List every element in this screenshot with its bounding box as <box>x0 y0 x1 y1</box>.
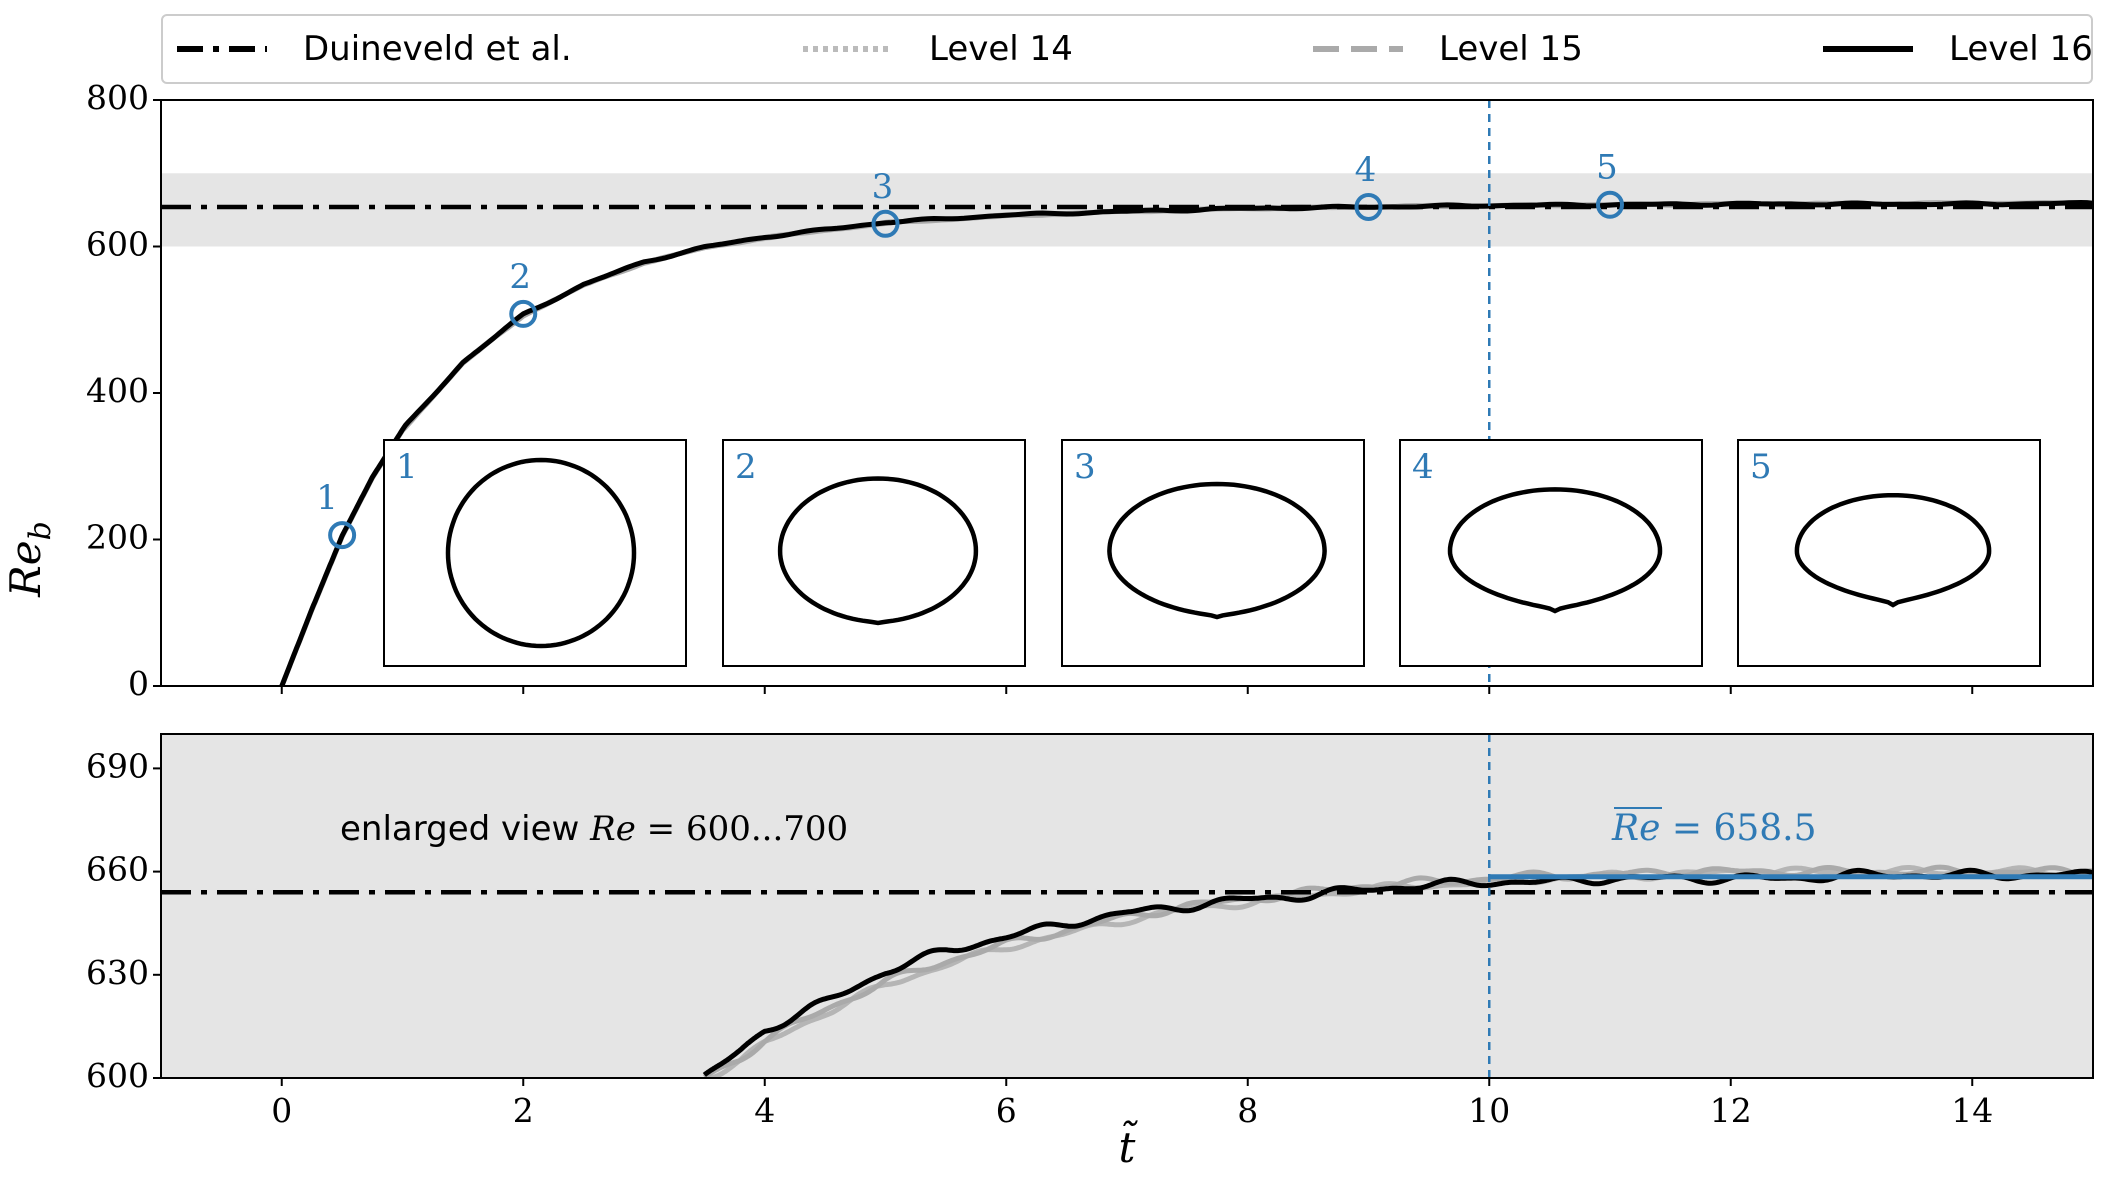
bottom-background <box>161 734 2093 1078</box>
annotation-re: Re <box>589 809 636 849</box>
inset-label-4: 4 <box>1412 447 1434 487</box>
x-tick-label: 10 <box>1468 1091 1510 1130</box>
inset-box-4 <box>1399 439 1703 667</box>
legend-swatch-dashed <box>1313 46 1403 52</box>
inset-bubble-shape-1 <box>445 457 637 649</box>
marker-circle-1 <box>328 521 357 550</box>
inset-label-3: 3 <box>1074 447 1096 487</box>
marker-label-5: 5 <box>1596 148 1618 188</box>
bottom-panel: enlarged view Re = 600...700 Re = 658.560… <box>86 733 2094 1172</box>
mean-label-re: Re <box>1611 808 1660 849</box>
marker-label-3: 3 <box>872 167 894 207</box>
marker-circle-2 <box>509 299 538 328</box>
legend-label: Level 14 <box>929 29 1073 69</box>
legend-label: Level 16 <box>1949 29 2093 69</box>
y-tick-label-top: 800 <box>86 78 149 117</box>
legend-item-level14: Level 14 <box>803 16 1073 82</box>
mean-label: Re = 658.5 <box>1611 808 1817 849</box>
x-tick-label: 2 <box>513 1091 534 1130</box>
x-tick-label: 12 <box>1710 1091 1752 1130</box>
y-tick-label-bottom: 660 <box>86 850 149 889</box>
legend-label: Duineveld et al. <box>303 29 572 69</box>
legend-swatch-solid <box>1823 46 1913 52</box>
inset-bubble-shape-5 <box>1794 492 1992 608</box>
x-tick-label: 0 <box>271 1091 292 1130</box>
legend-item-level16: Level 16 <box>1823 16 2093 82</box>
annotation-enlarged-view: enlarged view Re = 600...700 <box>340 809 848 849</box>
inset-box-5 <box>1737 439 2041 667</box>
inset-bubble-shape-3 <box>1107 481 1327 620</box>
annotation-range: = 600...700 <box>636 809 848 849</box>
marker-circle-4 <box>1354 192 1383 221</box>
annotation-text: enlarged view <box>340 809 590 849</box>
marker-label-1: 1 <box>316 478 338 518</box>
y-tick-label-top: 0 <box>128 664 149 703</box>
legend-swatch-dashdot <box>177 46 267 52</box>
y-tick-label-top: 600 <box>86 225 149 264</box>
inset-bubble-shape-4 <box>1447 487 1663 614</box>
x-axis-label: t̃ <box>1119 1119 1138 1172</box>
legend-item-level15: Level 15 <box>1313 16 1583 82</box>
x-tick-label: 6 <box>996 1091 1017 1130</box>
marker-circle-5 <box>1596 190 1624 219</box>
inset-label-5: 5 <box>1750 447 1772 487</box>
marker-circle-3 <box>871 209 900 238</box>
bottom-axes-frame <box>160 733 2094 1079</box>
y-tick-label-top: 200 <box>86 518 149 557</box>
inset-label-2: 2 <box>735 447 757 487</box>
y-axis-label-main: Re <box>1 540 50 597</box>
marker-label-4: 4 <box>1355 150 1377 190</box>
legend-swatch-dotted <box>803 46 893 52</box>
inset-box-1 <box>383 439 687 667</box>
x-tick-label: 8 <box>1237 1091 1258 1130</box>
legend-label: Level 15 <box>1439 29 1583 69</box>
bottom-plot-area <box>161 864 2093 1078</box>
y-tick-label-bottom: 690 <box>86 746 149 785</box>
series-level16-zoom <box>702 867 2093 1077</box>
top-panel: 1 2 3 4 5 1 2 3 4 5 0 200 400 600 800 Reb <box>1 78 2094 703</box>
marker-label-2: 2 <box>509 257 531 297</box>
inset-box-2 <box>722 439 1026 667</box>
legend: Duineveld et al. Level 14 Level 15 Level… <box>161 14 2093 84</box>
y-axis-label-sub: b <box>23 521 58 540</box>
inset-label-1: 1 <box>396 447 418 487</box>
x-tick-label: 14 <box>1951 1091 1993 1130</box>
y-tick-label-top: 400 <box>86 371 149 410</box>
y-axis-label: Reb <box>1 521 58 598</box>
x-tick-label: 4 <box>754 1091 775 1130</box>
inset-bubble-shape-2 <box>777 476 979 626</box>
y-tick-label-bottom: 600 <box>86 1056 149 1095</box>
legend-item-duineveld: Duineveld et al. <box>177 16 572 82</box>
y-tick-label-bottom: 630 <box>86 953 149 992</box>
mean-label-value: = 658.5 <box>1660 808 1816 849</box>
inset-box-3 <box>1061 439 1365 667</box>
